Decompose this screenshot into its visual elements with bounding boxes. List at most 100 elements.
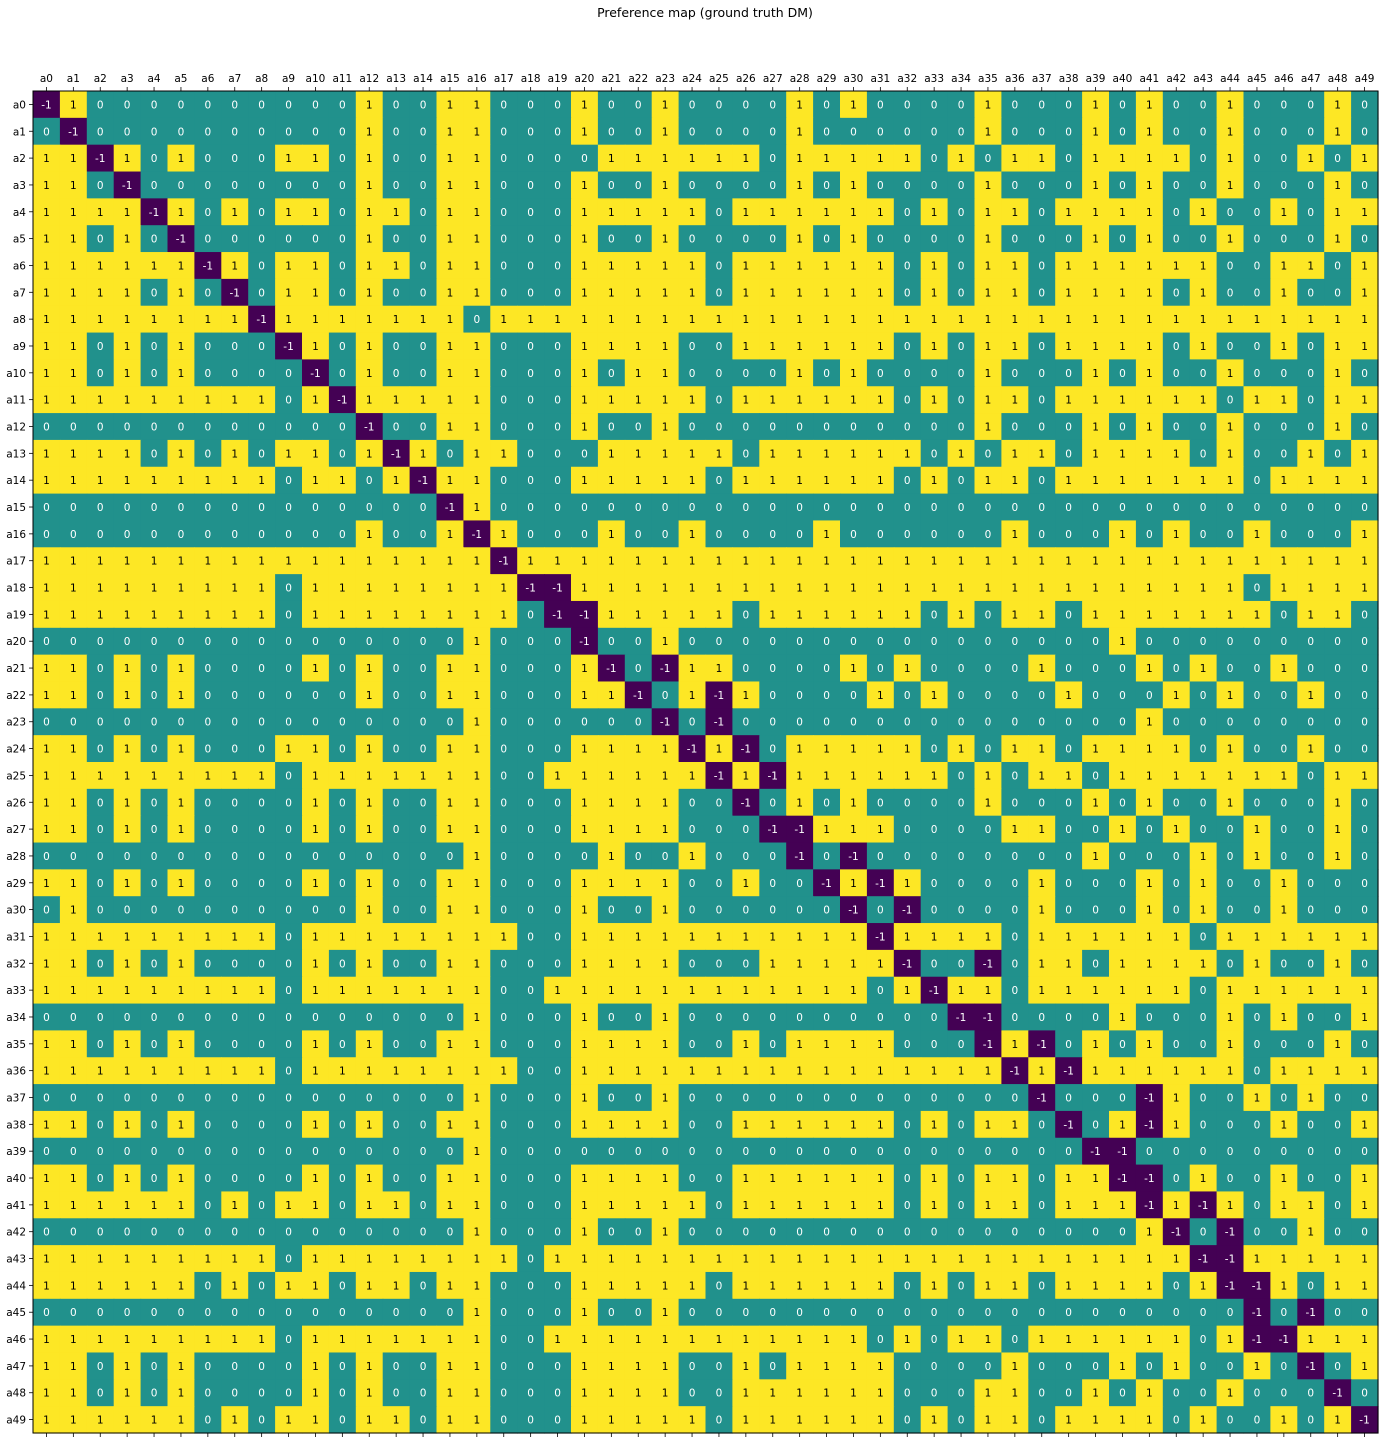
cell-value-label: 1 — [823, 448, 830, 460]
cell-value-label: 0 — [43, 636, 50, 648]
cell-value-label: -1 — [203, 260, 213, 272]
cell-value-label: 0 — [1281, 502, 1288, 514]
heatmap-cell — [328, 252, 357, 280]
cell-value-label: 1 — [43, 287, 50, 299]
cell-value-label: 1 — [312, 985, 319, 997]
cell-value-label: 1 — [1119, 529, 1126, 541]
heatmap-cell — [490, 198, 518, 226]
cell-value-label: 1 — [1173, 529, 1180, 541]
cell-value-label: 0 — [1065, 502, 1072, 514]
cell-value-label: 0 — [258, 99, 265, 111]
cell-value-label: 1 — [985, 260, 992, 272]
cell-value-label: 1 — [689, 475, 696, 487]
heatmap-cell — [328, 225, 357, 253]
cell-value-label: -1 — [929, 985, 939, 997]
cell-value-label: 0 — [1119, 851, 1126, 863]
cell-value-label: 0 — [527, 126, 534, 138]
cell-value-label: 1 — [796, 1173, 803, 1185]
heatmap-cell — [436, 144, 464, 173]
cell-value-label: 0 — [1254, 341, 1261, 353]
cell-value-label: 0 — [420, 422, 427, 434]
cell-value-label: 1 — [70, 395, 77, 407]
heatmap-cell — [59, 305, 88, 334]
cell-value-label: 0 — [124, 422, 131, 434]
cell-value-label: 1 — [474, 1280, 481, 1292]
cell-value-label: 1 — [985, 422, 992, 434]
heatmap-cell — [59, 198, 88, 226]
cell-value-label: -1 — [633, 690, 643, 702]
cell-value-label: 0 — [877, 180, 884, 192]
cell-value-label: 1 — [70, 690, 77, 702]
cell-value-label: 0 — [97, 180, 104, 192]
cell-value-label: -1 — [95, 153, 105, 165]
heatmap-cell — [1162, 144, 1191, 173]
cell-value-label: 0 — [393, 1119, 400, 1131]
heatmap-cell — [544, 252, 572, 280]
cell-value-label: 1 — [205, 556, 212, 568]
cell-value-label: 0 — [420, 207, 427, 219]
heatmap-cell — [33, 171, 61, 199]
cell-value-label: 0 — [258, 690, 265, 702]
cell-value-label: 1 — [689, 609, 696, 621]
cell-value-label: 0 — [97, 529, 104, 541]
cell-value-label: 1 — [231, 556, 238, 568]
cell-value-label: 1 — [1361, 1119, 1368, 1131]
cell-value-label: 1 — [447, 985, 454, 997]
cell-value-label: 1 — [43, 1334, 50, 1346]
heatmap-cell — [947, 225, 976, 253]
cell-value-label: 0 — [1307, 180, 1314, 192]
cell-value-label: 0 — [1200, 99, 1207, 111]
cell-value-label: 0 — [285, 985, 292, 997]
cell-value-label: 1 — [1038, 905, 1045, 917]
cell-value-label: 1 — [823, 1119, 830, 1131]
cell-value-label: 0 — [958, 368, 965, 380]
heatmap-cell — [813, 225, 841, 253]
cell-value-label: 1 — [985, 180, 992, 192]
heatmap-cell — [1216, 198, 1245, 226]
cell-value-label: 0 — [527, 1307, 534, 1319]
heatmap-cell — [221, 225, 249, 253]
cell-value-label: 0 — [231, 234, 238, 246]
cell-value-label: 1 — [1254, 851, 1261, 863]
cell-value-label: 1 — [1065, 314, 1072, 326]
heatmap-cell — [732, 278, 760, 307]
cell-value-label: 0 — [850, 1012, 857, 1024]
cell-value-label: -1 — [149, 207, 159, 219]
cell-value-label: 1 — [312, 1334, 319, 1346]
cell-value-label: 0 — [877, 985, 884, 997]
cell-value-label: 1 — [1173, 824, 1180, 836]
cell-value-label: 0 — [904, 1280, 911, 1292]
heatmap-cell — [1189, 117, 1218, 146]
heatmap-cell — [678, 91, 707, 119]
heatmap-cell — [759, 91, 787, 119]
cell-value-label: 0 — [635, 1307, 642, 1319]
cell-value-label: 0 — [527, 636, 534, 648]
cell-value-label: 1 — [366, 341, 373, 353]
cell-value-label: 1 — [1281, 905, 1288, 917]
cell-value-label: 0 — [796, 1093, 803, 1105]
cell-value-label: 1 — [474, 368, 481, 380]
cell-value-label: 0 — [743, 636, 750, 648]
cell-value-label: 0 — [527, 448, 534, 460]
cell-value-label: 0 — [1200, 180, 1207, 192]
cell-value-label: 0 — [285, 1146, 292, 1158]
cell-value-label: 1 — [178, 1173, 185, 1185]
cell-value-label: 0 — [285, 368, 292, 380]
heatmap-cell — [1135, 117, 1164, 146]
cell-value-label: 0 — [1361, 502, 1368, 514]
cell-value-label: 1 — [554, 770, 561, 782]
heatmap-cell — [866, 252, 895, 280]
cell-value-label: 0 — [420, 1119, 427, 1131]
cell-value-label: 0 — [231, 1012, 238, 1024]
cell-value-label: 0 — [393, 878, 400, 890]
cell-value-label: 1 — [205, 583, 212, 595]
cell-value-label: 1 — [1119, 556, 1126, 568]
cell-value-label: 1 — [1334, 931, 1341, 943]
cell-value-label: 0 — [366, 475, 373, 487]
cell-value-label: 1 — [474, 770, 481, 782]
cell-value-label: 1 — [1173, 770, 1180, 782]
cell-value-label: 1 — [474, 1415, 481, 1427]
cell-value-label: -1 — [902, 958, 912, 970]
cell-value-label: 0 — [231, 126, 238, 138]
cell-value-label: 1 — [178, 368, 185, 380]
